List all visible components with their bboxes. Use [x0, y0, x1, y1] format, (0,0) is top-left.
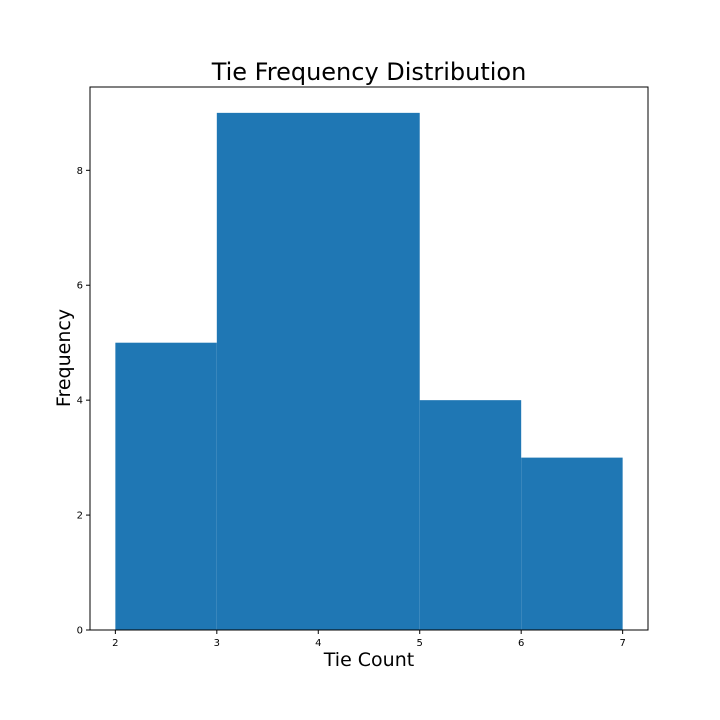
x-axis: 2 3 4 5 6 7 [112, 630, 626, 649]
y-axis: 0 2 4 6 8 [77, 166, 90, 637]
y-tick-label: 2 [77, 511, 83, 522]
plot-area-frame [89, 86, 649, 631]
x-tick-label: 3 [214, 638, 220, 649]
y-tick-label: 0 [77, 626, 83, 637]
y-axis-label: Frequency [53, 309, 75, 407]
y-tick-label: 8 [77, 166, 83, 177]
x-tick-label: 7 [619, 638, 625, 649]
histogram-bar [216, 112, 420, 631]
histogram-bar [419, 400, 522, 630]
x-tick-label: 6 [518, 638, 524, 649]
y-tick-label: 6 [77, 281, 83, 292]
x-tick-label: 5 [417, 638, 423, 649]
histogram-bar [521, 457, 623, 630]
y-tick-label: 4 [77, 396, 83, 407]
x-axis-label: Tie Count [323, 649, 414, 671]
chart-title: Tie Frequency Distribution [211, 58, 527, 86]
x-tick-label: 4 [315, 638, 321, 649]
x-tick-label: 2 [112, 638, 118, 649]
histogram-bar [115, 342, 217, 630]
bars-group [115, 112, 623, 631]
